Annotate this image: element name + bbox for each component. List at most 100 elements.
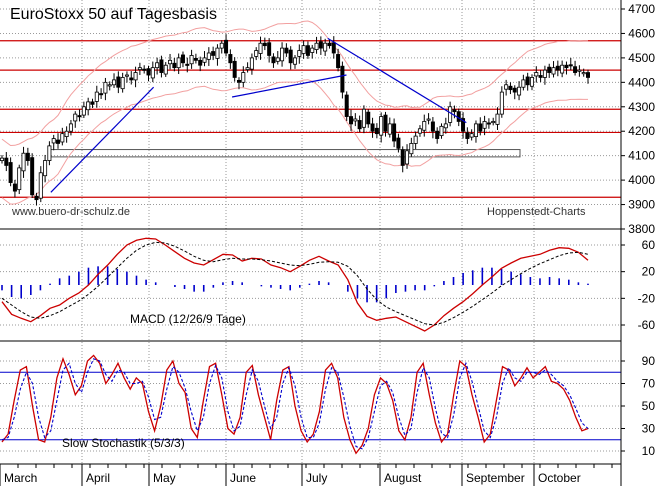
price-envelope-bands [1,20,588,205]
price-candle-109 [469,133,474,138]
price-candle-60 [258,42,263,54]
price-candle-54 [232,60,237,78]
price-candle-56 [241,72,246,83]
price-candle-133 [573,66,578,73]
price-candle-65 [280,47,285,62]
stoch-ytick-label-4: 10 [642,444,656,458]
stoch-ytick-label-2: 50 [642,399,656,413]
price-candle-83 [357,120,362,130]
price-candle-24 [103,81,108,94]
price-candle-44 [189,55,194,65]
trendline-1 [231,74,347,98]
price-candle-104 [448,106,453,123]
price-candle-64 [275,57,280,62]
price-candle-10 [43,160,48,177]
price-candle-43 [185,63,190,66]
stoch-k-line [1,354,589,455]
price-candle-35 [150,67,155,79]
price-ytick-label-1: 4600 [628,26,655,40]
xtick-label-4: July [306,471,327,485]
price-ytick-label-3: 4400 [628,75,655,89]
price-candle-34 [146,68,151,76]
price-candle-3 [12,183,17,192]
macd-line [1,237,589,332]
envelope-upper [1,20,588,147]
price-candle-61 [262,42,267,47]
price-candle-92 [396,137,401,149]
price-candle-66 [284,47,289,54]
price-ytick-label-0: 4700 [628,2,655,16]
price-candle-45 [193,57,198,61]
price-candle-20 [86,101,91,111]
xtick-label-6: September [466,471,525,485]
macd-ytick-label-3: -60 [638,318,656,332]
price-candle-25 [107,84,112,87]
price-candle-93 [400,149,405,166]
price-candle-28 [120,77,125,90]
price-candle-102 [439,125,444,137]
price-candle-108 [465,132,470,139]
price-candle-42 [180,54,185,64]
price-ytick-label-7: 4000 [628,173,655,187]
price-candle-136 [586,72,591,78]
trendline-0 [50,86,155,193]
price-candle-48 [206,52,211,60]
price-candle-113 [486,122,491,125]
price-candle-8 [34,195,39,201]
price-ytick-label-9: 3800 [628,222,655,236]
panel-frames [0,0,622,486]
price-candle-74 [318,41,323,49]
price-candle-90 [387,123,392,135]
price-candle-125 [538,75,543,78]
xtick-label-0: March [4,471,37,485]
price-candle-91 [392,123,397,142]
y-axis-ticks: 4700 4600 4500 4400 4300 4200 4100 4000 3900 3800… [621,2,655,458]
price-candle-47 [202,57,207,63]
price-candle-106 [456,111,461,122]
price-candle-128 [551,67,556,75]
price-candle-78 [336,54,341,69]
price-candle-39 [168,59,173,65]
price-ytick-label-5: 4200 [628,124,655,138]
price-candle-96 [413,135,418,144]
price-candle-22 [94,91,99,102]
price-candle-120 [517,86,522,96]
price-candle-14 [60,133,65,143]
price-candle-19 [81,106,86,116]
price-candle-81 [349,116,354,125]
price-candle-126 [542,69,547,78]
price-candle-49 [211,51,216,56]
price-candle-80 [344,94,349,117]
price-candle-118 [508,85,513,91]
macd-ytick-label-0: 60 [642,238,656,252]
price-candle-55 [236,79,241,83]
xtick-label-7: October [538,471,581,485]
price-candle-85 [366,111,371,125]
price-candle-17 [73,113,78,122]
price-candle-131 [564,64,569,69]
macd-series [1,237,589,332]
price-candle-41 [176,57,181,69]
price-candle-0 [0,157,4,161]
price-candle-63 [271,56,276,64]
price-candle-84 [361,108,366,128]
price-candle-130 [560,64,565,74]
price-candle-77 [331,42,336,54]
price-candle-110 [473,123,478,137]
price-candle-82 [353,118,358,122]
price-candle-6 [25,152,30,161]
price-candle-129 [555,65,560,71]
price-candle-11 [47,145,52,161]
price-candle-119 [512,87,517,93]
price-candle-36 [155,62,160,69]
price-candle-62 [267,42,272,56]
price-candle-89 [383,114,388,132]
price-candle-15 [64,130,69,138]
stoch-d-line [1,358,589,450]
price-candle-26 [112,79,117,86]
stoch-ytick-label-0: 90 [642,354,656,368]
trendlines [50,37,467,193]
price-candle-38 [163,64,168,75]
price-candle-68 [292,57,297,65]
